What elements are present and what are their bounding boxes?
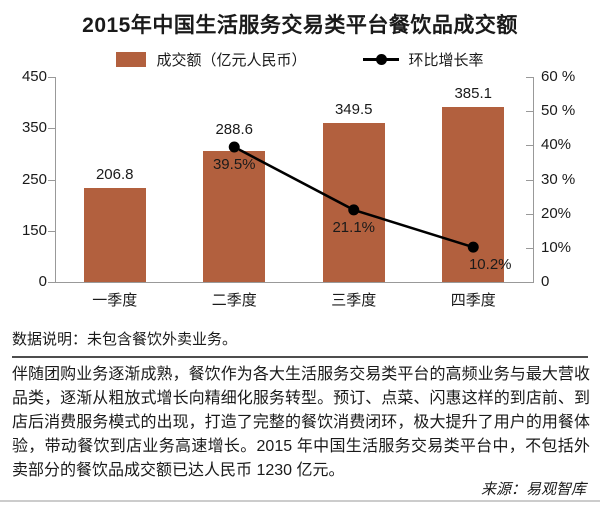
x-axis-label-2: 二季度 bbox=[211, 292, 257, 309]
left-axis-tick-label: 350 bbox=[21, 119, 47, 137]
right-axis-tick-label: 0 bbox=[541, 273, 550, 290]
right-axis-line bbox=[533, 77, 534, 282]
bottom-rule bbox=[0, 500, 600, 502]
left-axis-tick bbox=[48, 179, 55, 181]
bar-一季度 bbox=[83, 187, 146, 282]
bar-series-legend-label: 成交额（亿元人民币） bbox=[156, 51, 307, 69]
bar-value-label: 349.5 bbox=[334, 100, 373, 118]
growth-rate-label: 10.2% bbox=[468, 256, 512, 274]
x-axis-line bbox=[55, 282, 534, 283]
left-axis-tick bbox=[48, 230, 55, 232]
right-axis-tick bbox=[526, 247, 533, 249]
chart-legend: 成交额（亿元人民币） 环比增长率 bbox=[0, 49, 600, 69]
x-axis-label-3: 三季度 bbox=[331, 292, 377, 309]
right-axis-tick-label: 50 % bbox=[541, 102, 576, 120]
growth-rate-label: 21.1% bbox=[332, 218, 376, 236]
left-axis-tick-label: 150 bbox=[21, 221, 47, 239]
chart-title: 2015年中国生活服务交易类平台餐饮品成交额 bbox=[82, 14, 518, 37]
source-attribution: 来源：易观智库 bbox=[480, 480, 586, 498]
right-axis-tick bbox=[526, 213, 533, 215]
right-axis-tick bbox=[526, 145, 533, 147]
left-axis-tick bbox=[48, 282, 55, 283]
right-axis-tick-label: 10% bbox=[541, 238, 572, 256]
left-axis-tick-label: 0 bbox=[38, 273, 47, 290]
data-note: 数据说明：未包含餐饮外卖业务。 bbox=[12, 331, 238, 348]
left-axis-tick-label: 450 bbox=[21, 68, 47, 85]
right-axis-tick-label: 60 % bbox=[541, 68, 576, 85]
bar-value-label: 288.6 bbox=[215, 121, 254, 139]
line-series-marker-icon bbox=[362, 53, 399, 65]
right-axis-tick bbox=[526, 77, 533, 78]
bar-三季度 bbox=[322, 122, 385, 282]
x-axis-label-4: 四季度 bbox=[450, 292, 496, 309]
left-axis-line bbox=[55, 77, 56, 282]
analysis-paragraph: 伴随团购业务逐渐成熟，餐饮作为各大生活服务交易类平台的高频业务与最大营收品类，逐… bbox=[12, 366, 590, 479]
line-series-legend-label: 环比增长率 bbox=[408, 51, 484, 69]
x-axis-label-1: 一季度 bbox=[92, 292, 138, 309]
bar-value-label: 206.8 bbox=[95, 165, 134, 183]
right-axis-tick-label: 40% bbox=[541, 136, 572, 154]
left-axis-tick-label: 250 bbox=[21, 170, 47, 188]
bar-value-label: 385.1 bbox=[454, 84, 493, 102]
bar-line-chart: 450 350 250 150 0 60 % 50 % 40% 30 % 20% 10% 0 206.8… bbox=[21, 68, 576, 310]
right-axis-tick bbox=[526, 179, 533, 181]
left-axis-tick bbox=[48, 77, 55, 78]
left-axis-tick bbox=[48, 128, 55, 130]
right-axis-tick-label: 20% bbox=[541, 204, 572, 222]
bar-series-swatch-icon bbox=[116, 51, 147, 67]
right-axis-tick-label: 30 % bbox=[541, 170, 576, 188]
right-axis-tick bbox=[526, 111, 533, 113]
right-axis-tick bbox=[526, 282, 533, 283]
growth-rate-label: 39.5% bbox=[212, 156, 256, 174]
divider-line bbox=[12, 356, 588, 358]
